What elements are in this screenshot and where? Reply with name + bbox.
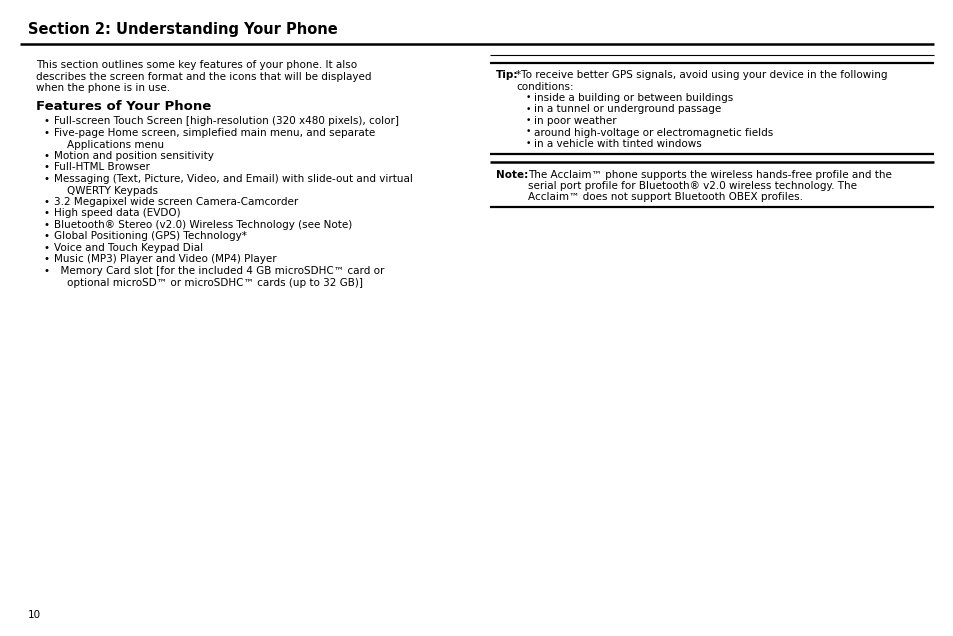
Text: conditions:: conditions: <box>516 81 573 92</box>
Text: Applications menu: Applications menu <box>54 139 164 149</box>
Text: Messaging (Text, Picture, Video, and Email) with slide-out and virtual: Messaging (Text, Picture, Video, and Ema… <box>54 174 413 184</box>
Text: Voice and Touch Keypad Dial: Voice and Touch Keypad Dial <box>54 243 203 253</box>
Text: •: • <box>44 209 50 219</box>
Text: •: • <box>44 163 50 172</box>
Text: •: • <box>525 104 531 113</box>
Text: Global Positioning (GPS) Technology*: Global Positioning (GPS) Technology* <box>54 232 247 242</box>
Text: •: • <box>44 266 50 276</box>
Text: •: • <box>44 151 50 161</box>
Text: Memory Card slot [for the included 4 GB microSDHC™ card or: Memory Card slot [for the included 4 GB … <box>54 266 384 276</box>
Text: 10: 10 <box>28 610 41 620</box>
Text: QWERTY Keypads: QWERTY Keypads <box>54 186 158 195</box>
Text: •: • <box>44 243 50 253</box>
Text: Music (MP3) Player and Video (MP4) Player: Music (MP3) Player and Video (MP4) Playe… <box>54 254 276 265</box>
Text: •: • <box>525 93 531 102</box>
Text: 3.2 Megapixel wide screen Camera-Camcorder: 3.2 Megapixel wide screen Camera-Camcord… <box>54 197 298 207</box>
Text: Features of Your Phone: Features of Your Phone <box>36 100 211 113</box>
Text: in a tunnel or underground passage: in a tunnel or underground passage <box>534 104 720 114</box>
Text: •: • <box>44 220 50 230</box>
Text: The Acclaim™ phone supports the wireless hands-free profile and the: The Acclaim™ phone supports the wireless… <box>527 170 891 179</box>
Text: •: • <box>44 197 50 207</box>
Text: •: • <box>525 139 531 148</box>
Text: Section 2: Understanding Your Phone: Section 2: Understanding Your Phone <box>28 22 337 37</box>
Text: serial port profile for Bluetooth® v2.0 wireless technology. The: serial port profile for Bluetooth® v2.0 … <box>527 181 856 191</box>
Text: around high-voltage or electromagnetic fields: around high-voltage or electromagnetic f… <box>534 127 773 137</box>
Text: Note:: Note: <box>496 170 528 179</box>
Text: optional microSD™ or microSDHC™ cards (up to 32 GB)]: optional microSD™ or microSDHC™ cards (u… <box>54 277 363 287</box>
Text: in a vehicle with tinted windows: in a vehicle with tinted windows <box>534 139 701 149</box>
Text: Bluetooth® Stereo (v2.0) Wireless Technology (see Note): Bluetooth® Stereo (v2.0) Wireless Techno… <box>54 220 352 230</box>
Text: •: • <box>525 127 531 137</box>
Text: inside a building or between buildings: inside a building or between buildings <box>534 93 733 103</box>
Text: Tip:: Tip: <box>496 70 518 80</box>
Text: Full-HTML Browser: Full-HTML Browser <box>54 163 150 172</box>
Text: describes the screen format and the icons that will be displayed: describes the screen format and the icon… <box>36 71 371 81</box>
Text: •: • <box>44 128 50 138</box>
Text: in poor weather: in poor weather <box>534 116 616 126</box>
Text: •: • <box>44 174 50 184</box>
Text: •: • <box>44 116 50 127</box>
Text: •: • <box>44 232 50 242</box>
Text: This section outlines some key features of your phone. It also: This section outlines some key features … <box>36 60 356 70</box>
Text: High speed data (EVDO): High speed data (EVDO) <box>54 209 180 219</box>
Text: Motion and position sensitivity: Motion and position sensitivity <box>54 151 213 161</box>
Text: •: • <box>44 254 50 265</box>
Text: Five-page Home screen, simplefied main menu, and separate: Five-page Home screen, simplefied main m… <box>54 128 375 138</box>
Text: *To receive better GPS signals, avoid using your device in the following: *To receive better GPS signals, avoid us… <box>516 70 886 80</box>
Text: Full-screen Touch Screen [high-resolution (320 x480 pixels), color]: Full-screen Touch Screen [high-resolutio… <box>54 116 398 127</box>
Text: •: • <box>525 116 531 125</box>
Text: Acclaim™ does not support Bluetooth OBEX profiles.: Acclaim™ does not support Bluetooth OBEX… <box>527 193 802 202</box>
Text: when the phone is in use.: when the phone is in use. <box>36 83 170 93</box>
